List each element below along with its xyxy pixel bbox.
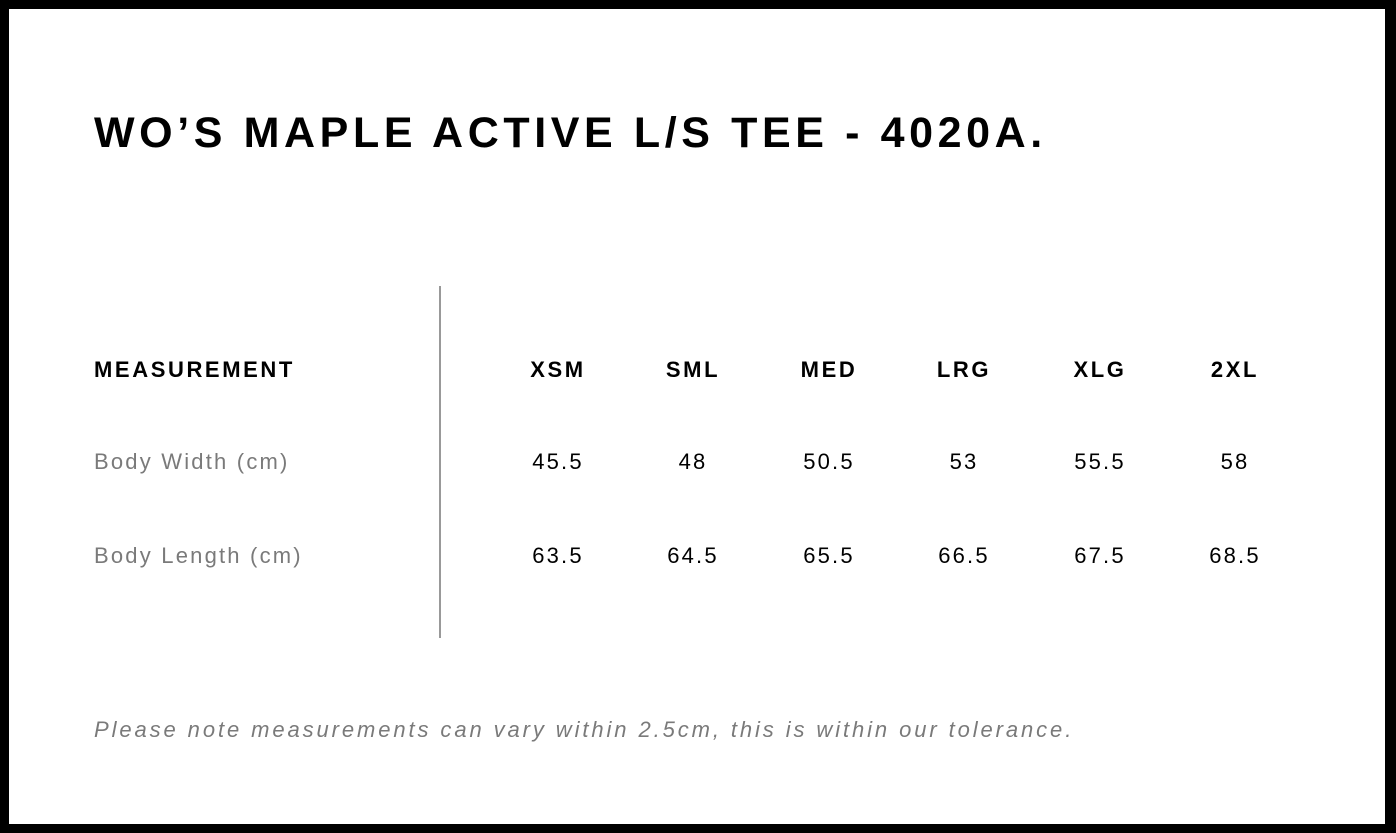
column-divider (439, 286, 441, 638)
measurement-header: MEASUREMENT (94, 357, 295, 382)
row-label: Body Width (cm) (94, 449, 290, 474)
table-cell: 64.5 (667, 543, 719, 568)
table-cell: 53 (949, 449, 979, 474)
table-cell: 63.5 (532, 543, 584, 568)
size-header-2xl: 2XL (1210, 357, 1260, 382)
size-header-xlg: XLG (1073, 357, 1127, 382)
size-header-xsm: XSM (530, 357, 586, 382)
size-header-med: MED (800, 357, 858, 382)
size-chart-card: WO’S MAPLE ACTIVE L/S TEE - 4020A. MEASU… (9, 9, 1385, 824)
tolerance-note: Please note measurements can vary within… (94, 717, 1075, 742)
row-label: Body Length (cm) (94, 543, 303, 568)
table-cell: 67.5 (1074, 543, 1126, 568)
table-cell: 66.5 (938, 543, 990, 568)
table-cell: 45.5 (532, 449, 584, 474)
table-cell: 65.5 (803, 543, 855, 568)
size-header-lrg: LRG (936, 357, 992, 382)
table-cell: 50.5 (803, 449, 855, 474)
page-title: WO’S MAPLE ACTIVE L/S TEE - 4020A. (94, 109, 1047, 157)
table-cell: 55.5 (1074, 449, 1126, 474)
size-header-sml: SML (665, 357, 721, 382)
table-cell: 58 (1220, 449, 1250, 474)
table-cell: 48 (678, 449, 708, 474)
table-cell: 68.5 (1209, 543, 1261, 568)
